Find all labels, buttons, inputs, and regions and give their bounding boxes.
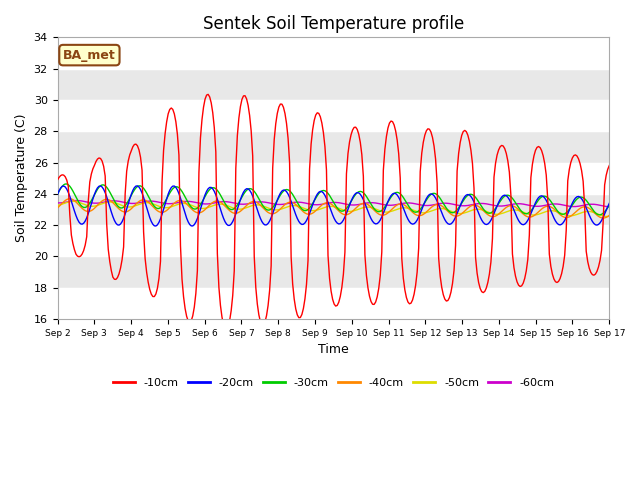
Title: Sentek Soil Temperature profile: Sentek Soil Temperature profile [203,15,464,33]
Bar [58,100,609,131]
X-axis label: Time: Time [318,343,349,356]
Bar [58,288,609,319]
Text: BA_met: BA_met [63,48,116,61]
Legend: -10cm, -20cm, -30cm, -40cm, -50cm, -60cm: -10cm, -20cm, -30cm, -40cm, -50cm, -60cm [108,373,559,392]
Bar [58,37,609,69]
Bar [58,225,609,256]
Bar [58,163,609,194]
Y-axis label: Soil Temperature (C): Soil Temperature (C) [15,114,28,242]
